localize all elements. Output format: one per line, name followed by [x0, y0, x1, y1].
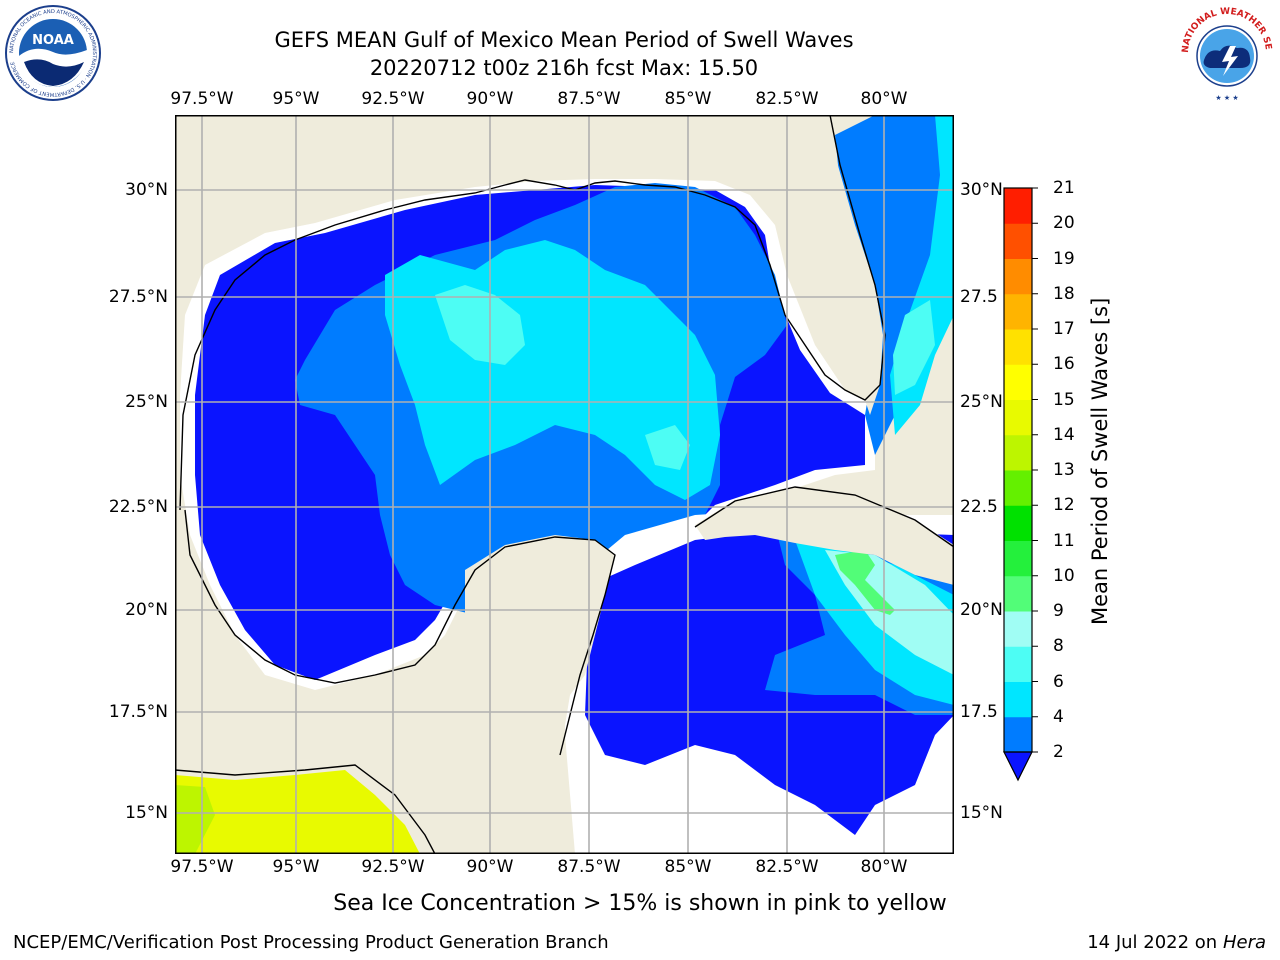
coastline-central-america	[175, 764, 436, 854]
coastline-cuba	[694, 486, 954, 548]
colorbar-extend-triangle	[1003, 751, 1033, 782]
svg-text:★ ★ ★: ★ ★ ★	[1215, 94, 1238, 102]
colorbar	[1003, 187, 1038, 782]
lon-tick-bottom: 87.5°W	[557, 857, 621, 877]
lon-tick-bottom: 80°W	[860, 857, 908, 877]
footer-date: 14 Jul 2022 on Hera	[1087, 932, 1266, 954]
colorbar-bin	[1004, 329, 1032, 365]
lon-tick-top: 87.5°W	[557, 89, 621, 109]
footer-credit: NCEP/EMC/Verification Post Processing Pr…	[13, 932, 609, 953]
colorbar-bin	[1004, 681, 1032, 718]
colorbar-bin	[1004, 540, 1032, 577]
caribbean-swell-green	[835, 550, 895, 615]
lat-tick-right: 17.5	[960, 702, 998, 722]
colorbar-bin	[1004, 575, 1032, 612]
colorbar-label: Mean Period of Swell Waves [s]	[1088, 297, 1112, 625]
colorbar-bin	[1004, 258, 1032, 295]
colorbar-bin	[1004, 364, 1032, 400]
colorbar-tick-label: 4	[1053, 706, 1064, 727]
map-title-line2: 20220712 t00z 216h fcst Max: 15.50	[369, 56, 759, 80]
lon-tick-top: 82.5°W	[755, 89, 819, 109]
lat-tick-left: 30°N	[125, 180, 168, 200]
colorbar-tick-label: 9	[1053, 601, 1064, 621]
map-title-line1: GEFS MEAN Gulf of Mexico Mean Period of …	[274, 28, 854, 52]
lon-tick-bottom: 95°W	[272, 857, 320, 877]
nws-logo-icon: NATIONAL WEATHER SERVICE ★ ★ ★	[1176, 4, 1274, 102]
lat-tick-left: 25°N	[125, 392, 168, 412]
pacific-sea-ice-shading	[175, 770, 420, 854]
cuba-land	[695, 487, 954, 585]
colorbar-bin	[1004, 434, 1032, 471]
lat-tick-right: 27.5	[960, 287, 998, 307]
noaa-logo-icon: NATIONAL OCEANIC AND ATMOSPHERIC ADMINIS…	[5, 5, 101, 101]
lat-tick-left: 17.5°N	[108, 702, 168, 722]
lon-tick-bottom: 90°W	[466, 857, 514, 877]
colorbar-tick-label: 21	[1053, 178, 1075, 198]
lon-tick-top: 95°W	[272, 89, 320, 109]
atlantic-swell-light-teal	[893, 300, 935, 395]
colorbar-tick-label: 15	[1053, 389, 1075, 410]
colorbar-bin	[1004, 293, 1032, 330]
colorbar-tick-label: 17	[1053, 319, 1075, 339]
atlantic-swell-blue	[835, 115, 954, 455]
colorbar-tick-label: 8	[1053, 636, 1064, 657]
florida-land	[735, 115, 883, 415]
lon-tick-top: 92.5°W	[361, 89, 425, 109]
footer-date-text: 14 Jul 2022 on	[1087, 932, 1223, 953]
colorbar-bin	[1004, 611, 1032, 647]
lat-tick-right: 15°N	[960, 803, 1003, 823]
colorbar-tick-label: 16	[1053, 354, 1075, 375]
colorbar-tick-label: 14	[1053, 424, 1075, 445]
sea-ice-note: Sea Ice Concentration > 15% is shown in …	[333, 891, 947, 916]
graticule	[175, 115, 954, 854]
footer-host: Hera	[1222, 932, 1266, 953]
noaa-logo-text: NOAA	[32, 33, 74, 48]
lon-tick-bottom: 82.5°W	[755, 857, 819, 877]
yucatan-land	[175, 535, 615, 854]
swell-period-map	[175, 115, 954, 854]
lon-tick-bottom: 97.5°W	[170, 857, 234, 877]
lon-tick-bottom: 92.5°W	[361, 857, 425, 877]
map-frame	[175, 115, 954, 854]
lat-tick-right: 30°N	[960, 180, 1003, 200]
coastline-mexico-yucatan	[184, 509, 616, 756]
colorbar-bin	[1004, 505, 1032, 541]
colorbar-tick-label: 6	[1053, 671, 1064, 692]
colorbar-bin	[1004, 646, 1032, 682]
lat-tick-left: 27.5°N	[108, 287, 168, 307]
colorbar-bin	[1004, 716, 1032, 753]
lat-tick-right: 25°N	[960, 392, 1003, 412]
colorbar-bin	[1004, 470, 1032, 506]
colorbar-tick-label: 11	[1053, 530, 1075, 551]
colorbar-tick-label: 18	[1053, 283, 1075, 304]
colorbar-tick-label: 2	[1053, 742, 1064, 762]
colorbar-tick-label: 19	[1053, 248, 1075, 269]
lon-tick-bottom: 85°W	[664, 857, 712, 877]
lon-tick-top: 85°W	[664, 89, 712, 109]
lon-tick-top: 90°W	[466, 89, 514, 109]
lat-tick-left: 15°N	[125, 803, 168, 823]
lon-tick-top: 97.5°W	[170, 89, 234, 109]
gulf-swell-light-teal	[435, 285, 525, 365]
lon-tick-top: 80°W	[860, 89, 908, 109]
lat-tick-left: 22.5°N	[108, 497, 168, 517]
lat-tick-right: 20°N	[960, 600, 1003, 620]
colorbar-bin	[1004, 188, 1032, 224]
colorbar-bin	[1004, 399, 1032, 436]
pacific-sea-ice-shading-2	[175, 785, 215, 854]
lat-tick-right: 22.5	[960, 497, 998, 517]
colorbar-bin	[1004, 223, 1032, 259]
colorbar-tick-label: 20	[1053, 213, 1075, 234]
gulf-swell-light-teal-2	[645, 425, 690, 470]
colorbar-tick-label: 13	[1053, 460, 1075, 480]
lat-tick-left: 20°N	[125, 600, 168, 620]
colorbar-tick-label: 10	[1053, 565, 1075, 586]
colorbar-tick-label: 12	[1053, 495, 1075, 516]
